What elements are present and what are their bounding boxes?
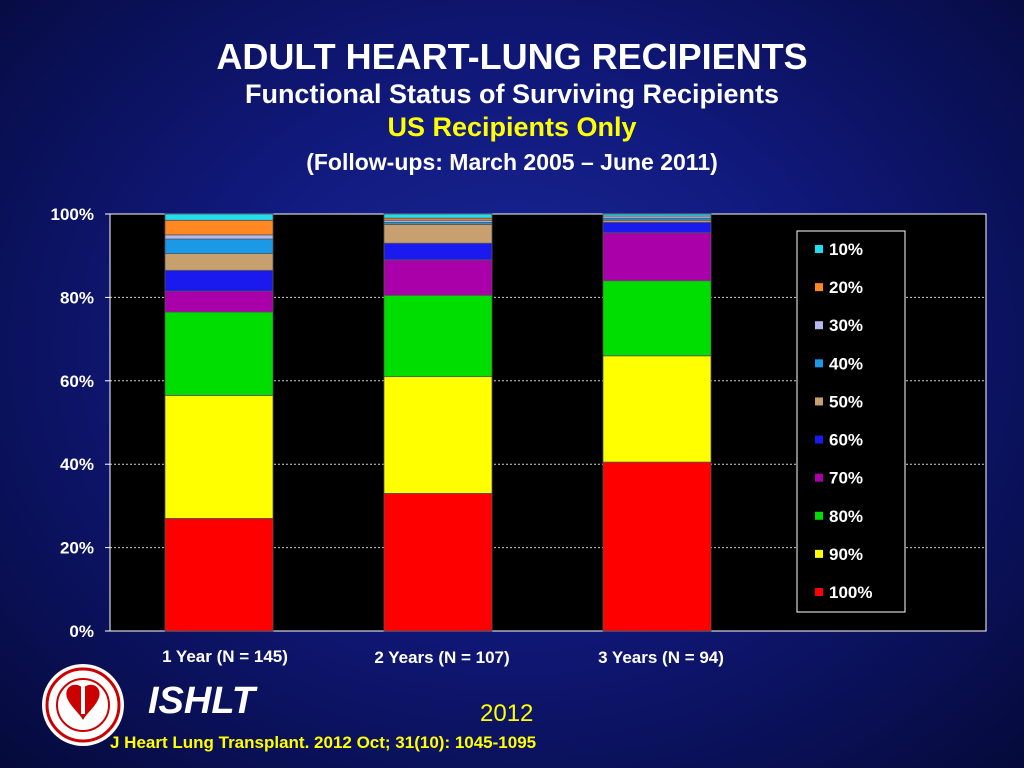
legend-swatch — [815, 435, 823, 444]
x-tick-label: 3 Years (N = 94) — [598, 648, 724, 667]
legend-label: 20% — [829, 278, 863, 297]
y-tick-label: 0% — [69, 622, 94, 641]
bar-segment — [164, 290, 274, 313]
legend-label: 50% — [829, 392, 863, 411]
bar-segment — [383, 224, 493, 244]
legend-label: 80% — [829, 507, 863, 526]
bar-segment — [164, 518, 274, 632]
bar-segment — [164, 269, 274, 292]
chart-followup-note: (Follow-ups: March 2005 – June 2011) — [306, 149, 718, 175]
legend-box — [796, 230, 906, 613]
citation: J Heart Lung Transplant. 2012 Oct; 31(10… — [110, 733, 537, 752]
bar-segment — [164, 213, 274, 221]
x-tick-label: 2 Years (N = 107) — [374, 648, 509, 667]
bar-segment — [164, 234, 274, 240]
chart-highlight-subtitle: US Recipients Only — [387, 112, 637, 142]
bar-segment — [383, 259, 493, 296]
x-tick-label: 1 Year (N = 145) — [162, 647, 288, 666]
legend-swatch — [815, 549, 823, 558]
ishlt-brand: ISHLT — [148, 680, 255, 722]
legend-swatch — [815, 321, 823, 330]
legend-swatch — [815, 473, 823, 482]
legend-label: 60% — [829, 431, 863, 450]
legend-swatch — [815, 397, 823, 406]
legend-swatch — [815, 245, 823, 253]
legend-label: 70% — [829, 469, 863, 488]
bar-segment — [602, 221, 712, 234]
chart-title: ADULT HEART-LUNG RECIPIENTS — [216, 36, 808, 77]
legend-swatch — [815, 588, 823, 596]
bar-segment — [602, 461, 712, 632]
y-tick-label: 100% — [51, 205, 94, 224]
bar-segment — [383, 492, 493, 632]
legend-swatch — [815, 511, 823, 520]
legend-swatch — [815, 283, 823, 292]
bar-segment — [602, 213, 712, 217]
bar-segment — [602, 355, 712, 463]
bar-segment — [164, 253, 274, 271]
y-tick-label: 40% — [60, 455, 94, 474]
legend-label: 40% — [829, 354, 863, 373]
bar-segment — [164, 219, 274, 236]
ishlt-logo — [40, 662, 126, 753]
y-tick-label: 20% — [60, 539, 94, 558]
legend-label: 10% — [829, 240, 863, 259]
bar-segment — [383, 294, 493, 378]
legend-label: 90% — [829, 545, 863, 564]
bar-segment — [602, 232, 712, 282]
publication-year: 2012 — [480, 700, 534, 727]
bar-segment — [602, 280, 712, 357]
legend-label: 100% — [829, 583, 872, 602]
bar-segment — [164, 311, 274, 396]
bar-segment — [383, 242, 493, 261]
bar-segment — [164, 238, 274, 255]
bar-segment — [164, 394, 274, 519]
chart-subtitle: Functional Status of Surviving Recipient… — [244, 79, 780, 109]
title-block: ADULT HEART-LUNG RECIPIENTS Functional S… — [0, 36, 1024, 180]
y-tick-label: 80% — [60, 288, 94, 307]
legend-swatch — [815, 359, 823, 368]
bar-segment — [383, 213, 493, 219]
bar-segment — [383, 376, 493, 494]
y-tick-label: 60% — [60, 372, 94, 391]
legend-label: 30% — [829, 316, 863, 335]
